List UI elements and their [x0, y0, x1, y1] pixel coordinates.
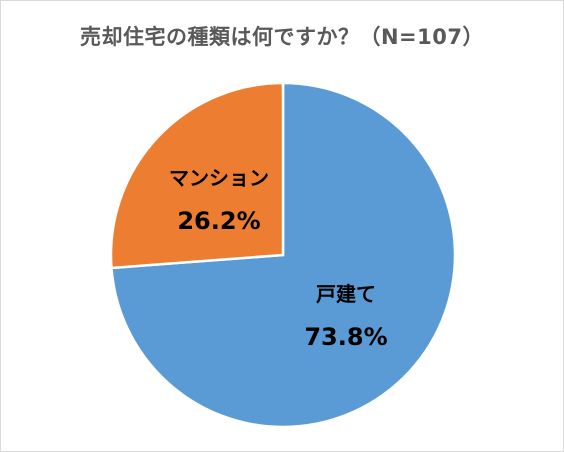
- slice-category-label: 戸建て: [316, 282, 376, 306]
- slice-category-label: マンション: [169, 166, 269, 190]
- slice-value-label: 26.2%: [177, 207, 260, 235]
- slice-mansion: [109, 81, 285, 270]
- slice-value-label: 73.8%: [304, 323, 387, 351]
- chart-title: 売却住宅の種類は何ですか？（N=107）: [79, 25, 484, 49]
